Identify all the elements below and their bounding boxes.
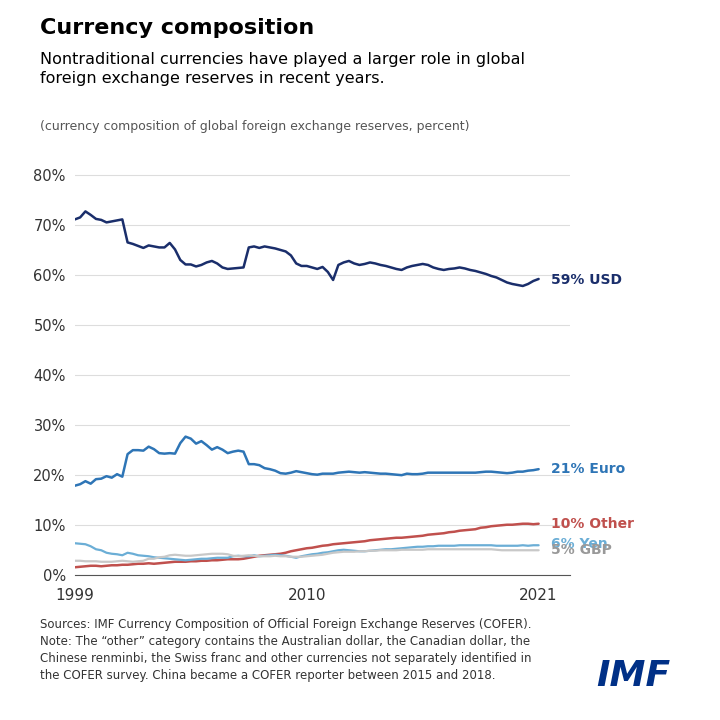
- Text: Sources: IMF Currency Composition of Official Foreign Exchange Reserves (COFER).: Sources: IMF Currency Composition of Off…: [40, 618, 531, 682]
- Text: 5% GBP: 5% GBP: [552, 544, 612, 557]
- Text: 59% USD: 59% USD: [552, 273, 622, 287]
- Text: (currency composition of global foreign exchange reserves, percent): (currency composition of global foreign …: [40, 120, 469, 133]
- Text: 6% Yen: 6% Yen: [552, 537, 608, 552]
- Text: IMF: IMF: [597, 659, 670, 693]
- Text: 21% Euro: 21% Euro: [552, 462, 626, 476]
- Text: Currency composition: Currency composition: [40, 18, 314, 38]
- Text: 10% Other: 10% Other: [552, 517, 634, 531]
- Text: Nontraditional currencies have played a larger role in global
foreign exchange r: Nontraditional currencies have played a …: [40, 52, 525, 86]
